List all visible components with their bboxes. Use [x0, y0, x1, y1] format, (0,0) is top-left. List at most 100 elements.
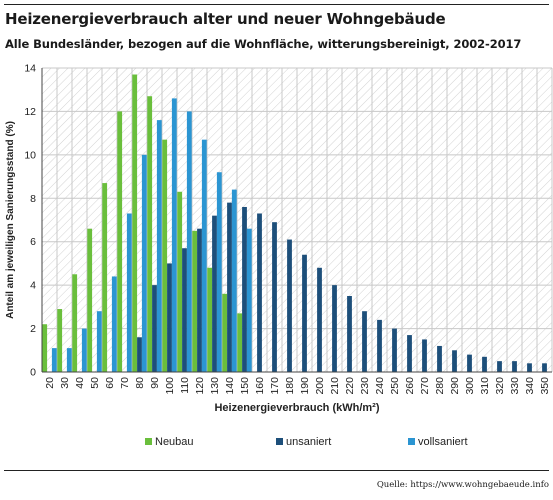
x-tick-label: 60	[104, 377, 116, 389]
bar-neubau	[192, 230, 198, 372]
x-tick-label: 270	[419, 377, 431, 395]
bar-unsaniert	[542, 363, 547, 372]
legend-swatch-vollsaniert	[408, 438, 415, 445]
x-axis-label: Heizenergieverbrauch (kWh/m²)	[214, 402, 379, 414]
legend-label-unsaniert: unsaniert	[286, 436, 331, 448]
bar-unsaniert	[467, 354, 472, 372]
y-tick-label: 4	[30, 280, 36, 292]
x-tick-label: 310	[479, 377, 491, 395]
bar-neubau	[102, 183, 108, 372]
y-tick-label: 10	[24, 149, 36, 161]
bar-unsaniert	[167, 263, 172, 372]
x-tick-label: 180	[284, 377, 296, 395]
x-tick-label: 20	[44, 377, 56, 389]
bar-neubau	[207, 267, 213, 372]
bar-neubau	[147, 96, 153, 372]
chart-subtitle: Alle Bundesländer, bezogen auf die Wohnf…	[5, 37, 522, 51]
x-tick-label: 40	[74, 377, 86, 389]
bar-unsaniert	[437, 345, 442, 372]
bar-vollsaniert	[186, 111, 192, 372]
x-tick-label: 150	[239, 377, 251, 395]
legend-swatch-unsaniert	[276, 438, 283, 445]
y-tick-label: 2	[30, 323, 36, 335]
top-rule	[4, 4, 549, 5]
x-tick-label: 70	[119, 377, 131, 389]
chart-title: Heizenergieverbrauch alter und neuer Woh…	[5, 10, 446, 28]
x-tick-label: 90	[149, 377, 161, 389]
source-note: Quelle: https://www.wohngebaeude.info	[376, 480, 549, 490]
bar-vollsaniert	[141, 154, 147, 372]
bar-vollsaniert	[51, 348, 57, 372]
y-tick-label: 14	[24, 63, 36, 75]
bar-vollsaniert	[201, 139, 207, 372]
bar-unsaniert	[257, 213, 262, 372]
bar-unsaniert	[497, 361, 502, 372]
x-tick-label: 160	[254, 377, 266, 395]
bar-unsaniert	[182, 248, 187, 372]
x-tick-label: 200	[314, 377, 326, 395]
x-tick-label: 120	[194, 377, 206, 395]
bar-neubau	[177, 191, 183, 372]
bar-neubau	[57, 309, 63, 372]
x-tick-label: 330	[509, 377, 521, 395]
x-tick-label: 350	[539, 377, 551, 395]
x-tick-label: 30	[59, 377, 71, 389]
bar-unsaniert	[227, 202, 232, 372]
bar-unsaniert	[392, 328, 397, 372]
x-tick-label: 230	[359, 377, 371, 395]
legend: Neubau unsaniert vollsaniert	[145, 436, 468, 448]
bar-vollsaniert	[111, 276, 117, 372]
x-tick-label: 140	[224, 377, 236, 395]
bar-vollsaniert	[81, 328, 87, 372]
bar-unsaniert	[407, 335, 412, 372]
bar-unsaniert	[302, 254, 307, 372]
x-tick-label: 80	[134, 377, 146, 389]
bar-unsaniert	[332, 285, 337, 372]
bar-neubau	[237, 313, 243, 372]
x-tick-label: 220	[344, 377, 356, 395]
bar-neubau	[222, 293, 228, 372]
x-tick-label: 340	[524, 377, 536, 395]
x-tick-label: 290	[449, 377, 461, 395]
x-tick-label: 190	[299, 377, 311, 395]
legend-label-vollsaniert: vollsaniert	[418, 436, 468, 448]
x-tick-label: 210	[329, 377, 341, 395]
bar-unsaniert	[362, 311, 367, 372]
bar-unsaniert	[347, 296, 352, 372]
bar-vollsaniert	[96, 311, 102, 372]
bar-unsaniert	[317, 267, 322, 372]
x-tick-label: 240	[374, 377, 386, 395]
legend-swatch-neubau	[145, 438, 152, 445]
bar-vollsaniert	[126, 213, 132, 372]
x-tick-label: 170	[269, 377, 281, 395]
bar-vollsaniert	[231, 189, 237, 372]
y-tick-label: 6	[30, 236, 36, 248]
bar-vollsaniert	[66, 348, 72, 372]
y-tick-label: 0	[30, 367, 36, 379]
bar-neubau	[162, 139, 168, 372]
x-tick-label: 320	[494, 377, 506, 395]
y-tick-label: 8	[30, 193, 36, 205]
bars	[42, 74, 547, 373]
x-tick-label: 300	[464, 377, 476, 395]
x-tick-label: 100	[164, 377, 176, 395]
bar-neubau	[117, 111, 123, 372]
bar-unsaniert	[152, 285, 157, 372]
bar-unsaniert	[197, 228, 202, 372]
bar-unsaniert	[452, 350, 457, 372]
bar-neubau	[132, 74, 138, 372]
x-tick-label: 50	[89, 377, 101, 389]
bar-unsaniert	[527, 363, 532, 372]
bar-unsaniert	[242, 206, 247, 372]
bar-unsaniert	[212, 215, 217, 372]
bar-unsaniert	[422, 339, 427, 372]
bar-neubau	[42, 324, 48, 372]
bar-unsaniert	[482, 356, 487, 372]
x-tick-label: 110	[179, 377, 191, 394]
bar-vollsaniert	[246, 228, 252, 372]
bar-unsaniert	[137, 337, 142, 372]
legend-label-neubau: Neubau	[155, 436, 194, 448]
bar-vollsaniert	[171, 98, 177, 373]
